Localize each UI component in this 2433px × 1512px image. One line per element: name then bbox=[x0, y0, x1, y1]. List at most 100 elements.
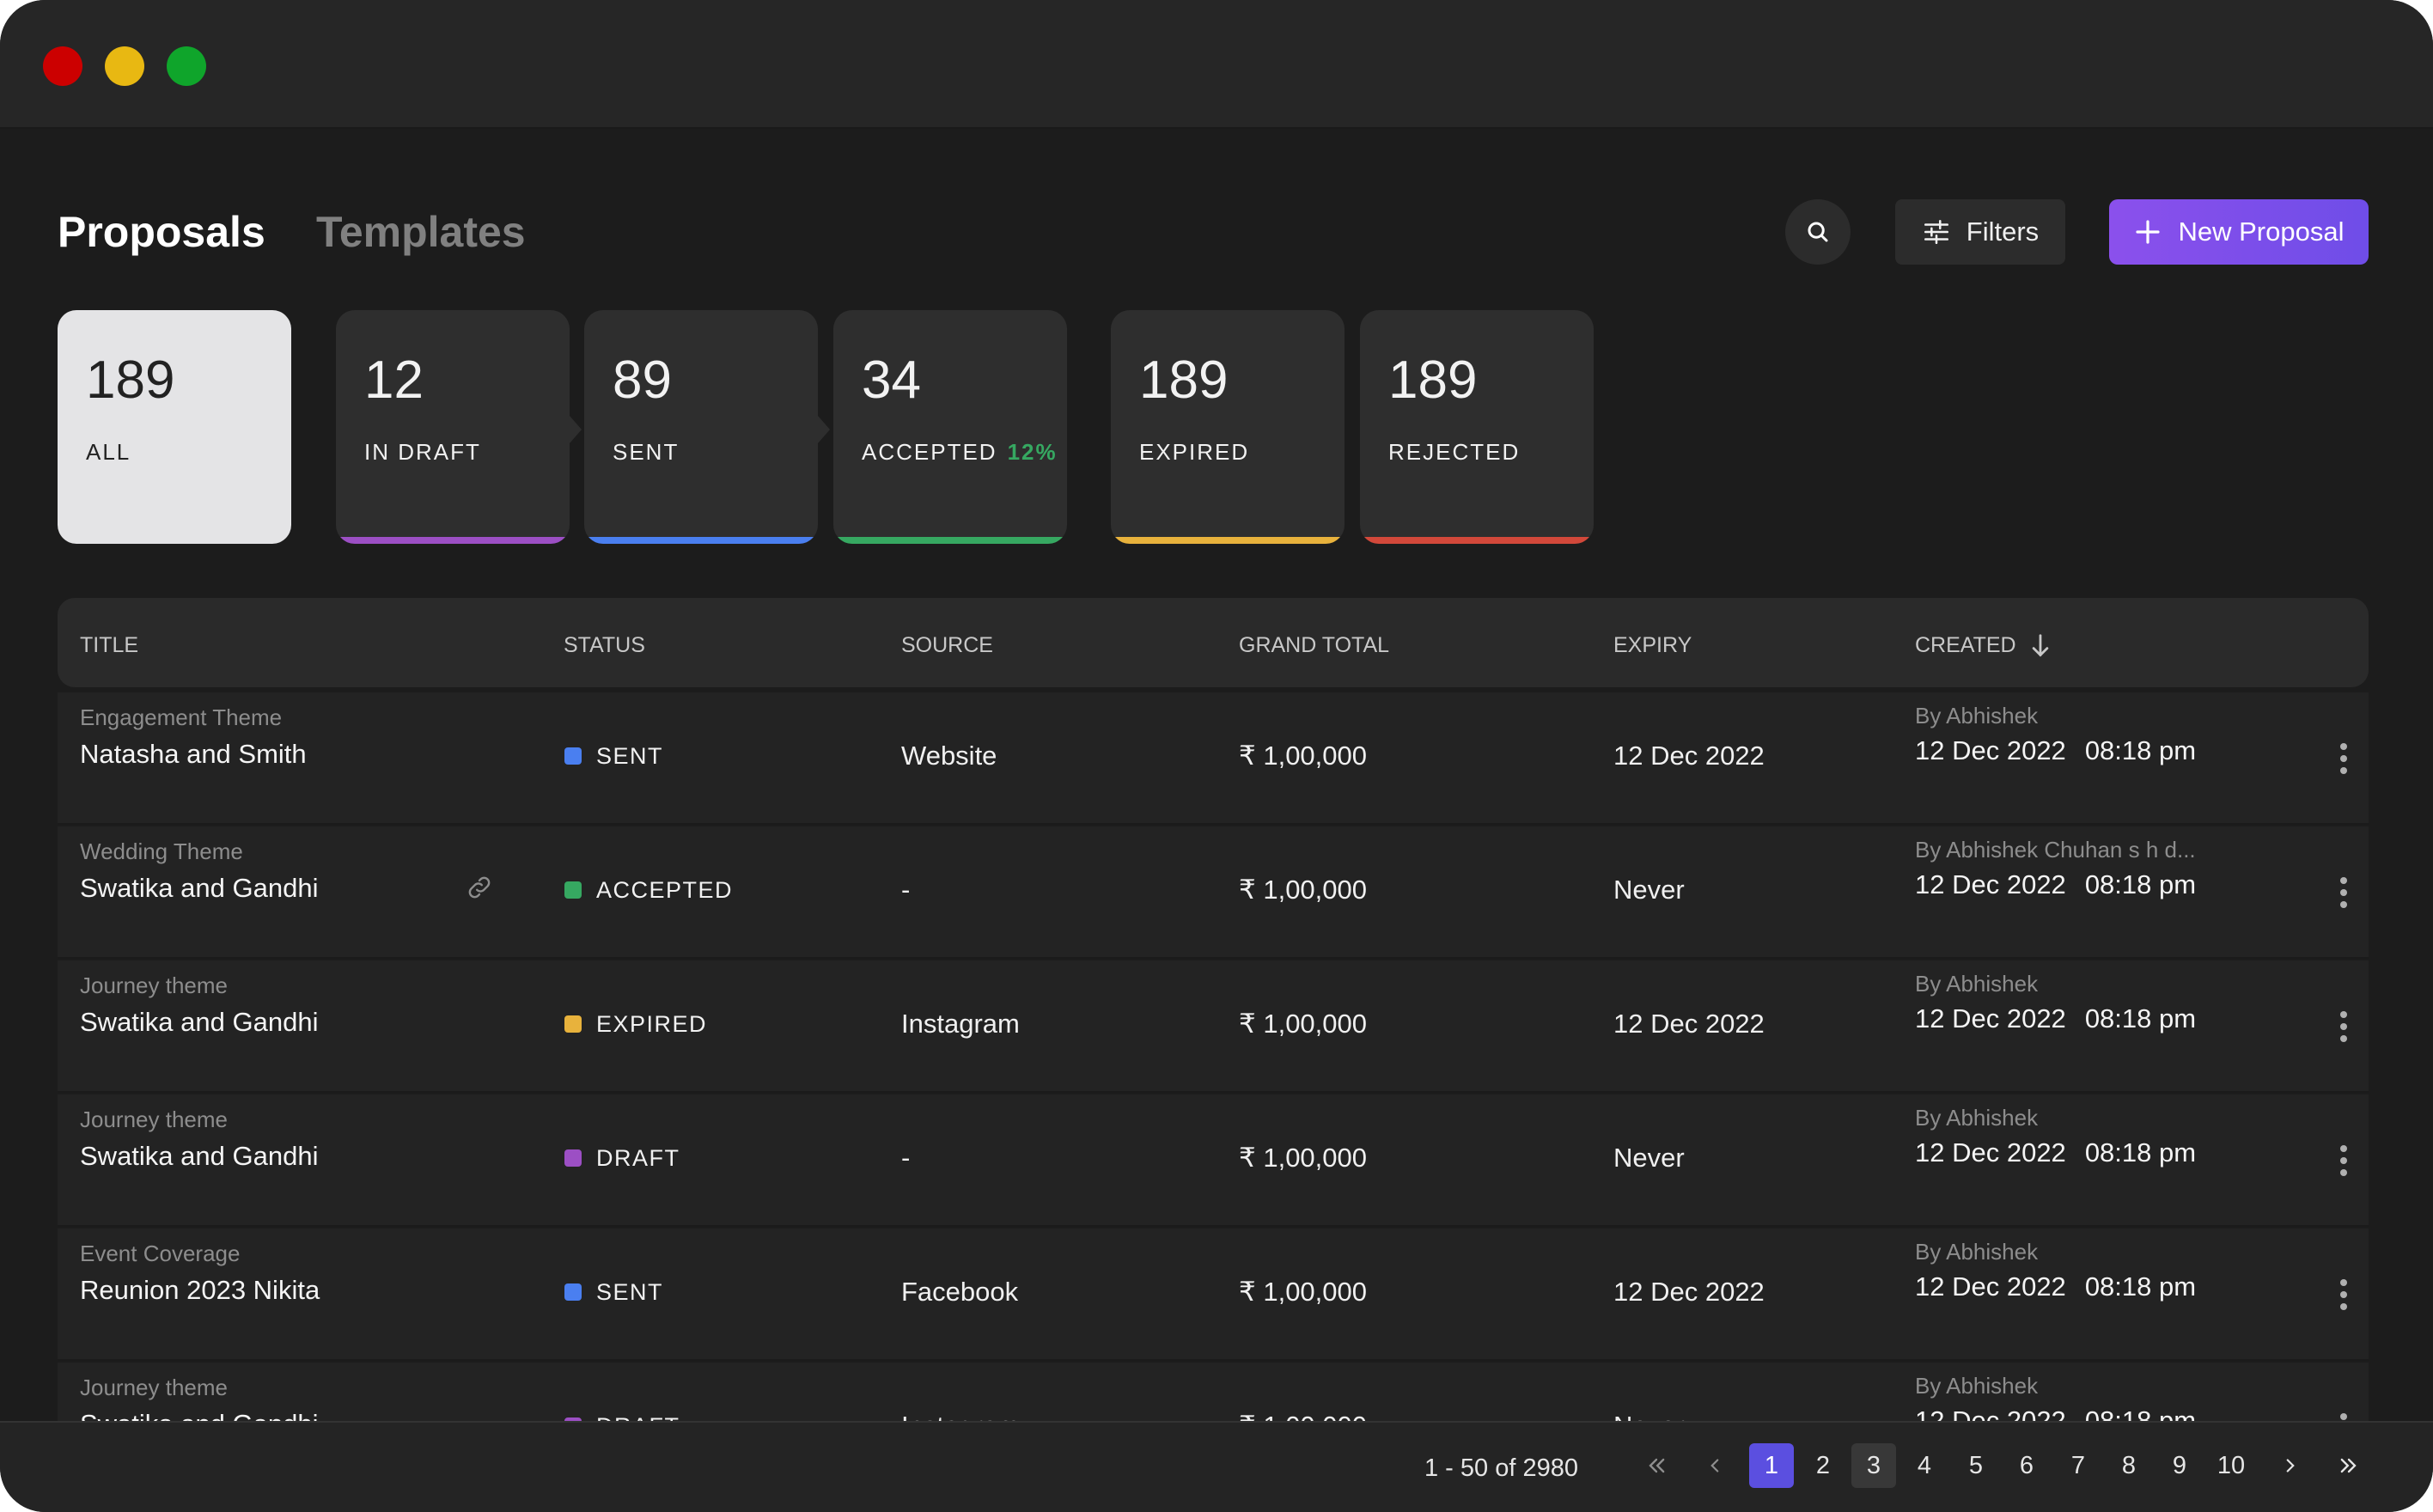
row-created-date: 12 Dec 2022 bbox=[1915, 735, 2066, 765]
stat-label: REJECTED bbox=[1388, 439, 1521, 465]
row-expiry: 12 Dec 2022 bbox=[1613, 741, 1765, 771]
column-header-expiry[interactable]: EXPIRY bbox=[1613, 633, 1692, 657]
row-created-date: 12 Dec 2022 bbox=[1915, 1003, 2066, 1033]
column-header-grand-total[interactable]: GRAND TOTAL bbox=[1239, 633, 1390, 657]
link-icon[interactable] bbox=[465, 873, 494, 902]
table-row[interactable]: Journey theme Swatika and Gandhi DRAFT -… bbox=[58, 1094, 2369, 1227]
stat-count: 34 bbox=[862, 351, 921, 410]
row-title[interactable]: Swatika and Gandhi bbox=[80, 873, 319, 903]
page-button-2[interactable]: 2 bbox=[1815, 1451, 1831, 1479]
row-created-date: 12 Dec 2022 bbox=[1915, 1137, 2066, 1168]
row-grand-total: ₹ 1,00,000 bbox=[1239, 1411, 1367, 1421]
filters-button[interactable]: Filters bbox=[1895, 199, 2065, 265]
status-label: SENT bbox=[596, 743, 664, 769]
column-header-created[interactable]: CREATED bbox=[1915, 632, 2050, 658]
row-source: Instagram bbox=[901, 1009, 1020, 1039]
close-window-button[interactable] bbox=[43, 46, 82, 86]
status-color-square bbox=[564, 747, 582, 765]
more-vertical-icon[interactable] bbox=[2339, 1144, 2348, 1177]
status-label: SENT bbox=[596, 1279, 664, 1305]
row-created-time: 08:18 pm bbox=[2084, 1003, 2197, 1033]
table-row[interactable]: Event Coverage Reunion 2023 Nikita SENT … bbox=[58, 1228, 2369, 1361]
column-header-status[interactable]: STATUS bbox=[564, 633, 645, 657]
next-page-button[interactable] bbox=[2268, 1443, 2313, 1488]
stat-card-expired[interactable]: 189 EXPIRED bbox=[1111, 310, 1345, 544]
sliders-icon bbox=[1924, 219, 1948, 245]
page-button-7[interactable]: 7 bbox=[2070, 1451, 2086, 1479]
row-source: - bbox=[901, 1143, 911, 1173]
row-created-by: By Abhishek bbox=[1915, 703, 2039, 729]
row-created-time: 08:18 pm bbox=[2084, 869, 2197, 899]
row-grand-total: ₹ 1,00,000 bbox=[1239, 741, 1368, 771]
row-title[interactable]: Swatika and Gandhi bbox=[80, 1141, 319, 1171]
table-row[interactable]: Wedding Theme Swatika and Gandhi ACCEPTE… bbox=[58, 826, 2369, 959]
more-vertical-icon[interactable] bbox=[2339, 742, 2348, 775]
page-button-1[interactable]: 1 bbox=[1749, 1443, 1794, 1488]
row-subtitle: Journey theme bbox=[80, 1375, 228, 1400]
more-vertical-icon[interactable] bbox=[2339, 1412, 2348, 1421]
last-page-button[interactable] bbox=[2326, 1443, 2371, 1488]
row-subtitle: Journey theme bbox=[80, 1107, 228, 1132]
row-created-by: By Abhishek bbox=[1915, 1239, 2039, 1265]
status-badge: DRAFT bbox=[564, 1412, 680, 1421]
first-page-button[interactable] bbox=[1634, 1443, 1679, 1488]
row-created-date: 12 Dec 2022 bbox=[1915, 1271, 2066, 1302]
row-grand-total: ₹ 1,00,000 bbox=[1239, 1143, 1368, 1173]
row-title[interactable]: Natasha and Smith bbox=[80, 739, 307, 769]
row-title[interactable]: Reunion 2023 Nikita bbox=[80, 1275, 320, 1305]
stat-card-accepted[interactable]: 34 ACCEPTED 12% bbox=[833, 310, 1067, 544]
row-title[interactable]: Swatika and Gandhi bbox=[80, 1409, 318, 1421]
row-subtitle: Event Coverage bbox=[80, 1241, 241, 1266]
previous-page-button[interactable] bbox=[1692, 1443, 1737, 1488]
table-row[interactable]: Journey theme Swatika and Gandhi EXPIRED… bbox=[58, 960, 2369, 1093]
title-bar bbox=[0, 0, 2433, 129]
table-row[interactable]: Journey theme Swatika and Gandhi DRAFT I… bbox=[58, 1363, 2369, 1421]
page-button-4[interactable]: 4 bbox=[1917, 1451, 1932, 1479]
row-created-at: 12 Dec 2022 08:18 pm bbox=[1915, 1137, 2196, 1168]
page-button-8[interactable]: 8 bbox=[2121, 1451, 2137, 1479]
column-header-title[interactable]: TITLE bbox=[80, 633, 139, 657]
status-color-square bbox=[564, 1418, 582, 1421]
new-proposal-button[interactable]: New Proposal bbox=[2109, 199, 2369, 265]
table-header: TITLE STATUS SOURCE GRAND TOTAL EXPIRY C… bbox=[58, 598, 2369, 687]
stat-card-rejected[interactable]: 189 REJECTED bbox=[1360, 310, 1594, 544]
pagination-range: 1 - 50 of 2980 bbox=[1424, 1454, 1578, 1482]
maximize-window-button[interactable] bbox=[167, 46, 206, 86]
table-row[interactable]: Engagement Theme Natasha and Smith SENT … bbox=[58, 692, 2369, 825]
accepted-percent: 12% bbox=[1007, 439, 1058, 465]
minimize-window-button[interactable] bbox=[105, 46, 144, 86]
plus-icon bbox=[2135, 220, 2160, 244]
status-color-square bbox=[564, 881, 582, 899]
row-created-at: 12 Dec 2022 08:18 pm bbox=[1915, 1271, 2196, 1302]
row-subtitle: Engagement Theme bbox=[80, 704, 283, 730]
row-source: Instagram bbox=[901, 1411, 1020, 1421]
row-created-at: 12 Dec 2022 08:18 pm bbox=[1915, 735, 2196, 766]
column-header-source[interactable]: SOURCE bbox=[901, 633, 993, 657]
stat-card-all[interactable]: 189 ALL bbox=[58, 310, 291, 544]
tab-templates[interactable]: Templates bbox=[316, 208, 526, 256]
row-created-time: 08:18 pm bbox=[2084, 1271, 2197, 1302]
search-button[interactable] bbox=[1785, 199, 1851, 265]
page-button-5[interactable]: 5 bbox=[1968, 1451, 1984, 1479]
more-vertical-icon[interactable] bbox=[2339, 1278, 2348, 1311]
stat-card-in-draft[interactable]: 12 IN DRAFT bbox=[336, 310, 570, 544]
stat-count: 189 bbox=[1388, 351, 1478, 410]
page-button-10[interactable]: 10 bbox=[2217, 1451, 2246, 1479]
more-vertical-icon[interactable] bbox=[2339, 1010, 2348, 1043]
sort-down-icon[interactable] bbox=[2031, 634, 2050, 658]
page-button-3[interactable]: 3 bbox=[1851, 1443, 1896, 1488]
stat-card-sent[interactable]: 89 SENT bbox=[584, 310, 818, 544]
row-title[interactable]: Swatika and Gandhi bbox=[80, 1007, 319, 1037]
tab-proposals[interactable]: Proposals bbox=[58, 208, 265, 256]
search-icon bbox=[1808, 222, 1828, 242]
stat-count: 189 bbox=[86, 351, 175, 410]
filters-label: Filters bbox=[1966, 216, 2040, 247]
more-vertical-icon[interactable] bbox=[2339, 876, 2348, 909]
row-created-by: By Abhishek bbox=[1915, 1105, 2039, 1131]
stat-count: 12 bbox=[364, 351, 424, 410]
page-button-6[interactable]: 6 bbox=[2019, 1451, 2034, 1479]
pagination-bar: 1 - 50 of 2980 1 2 3 4 5 6 7 8 9 10 bbox=[0, 1421, 2433, 1512]
page-button-9[interactable]: 9 bbox=[2172, 1451, 2187, 1479]
row-expiry: 12 Dec 2022 bbox=[1613, 1009, 1765, 1039]
row-subtitle: Journey theme bbox=[80, 972, 228, 998]
